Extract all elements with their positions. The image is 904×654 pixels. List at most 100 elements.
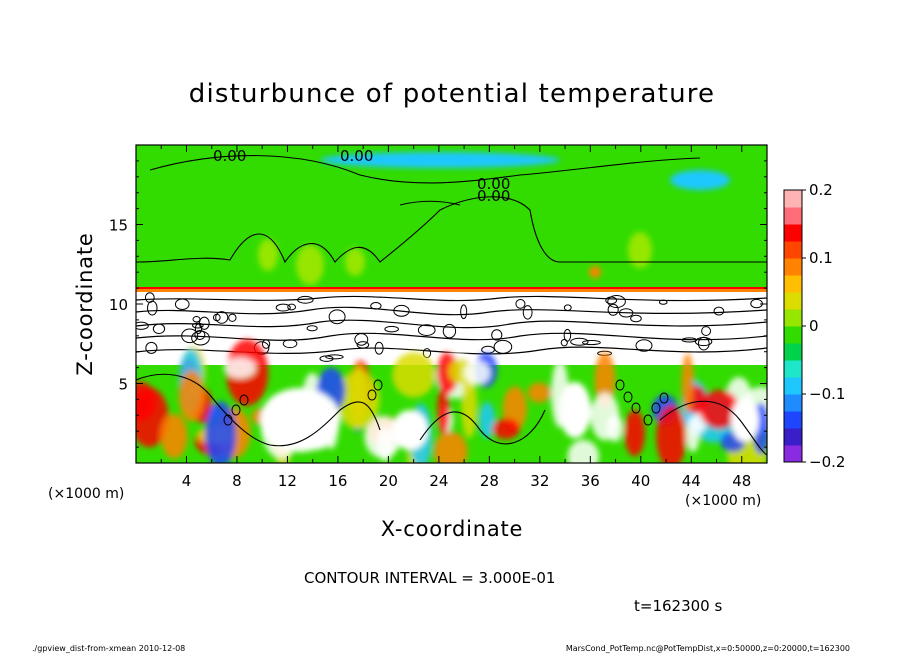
contour-ring xyxy=(239,394,249,406)
y-axis-title: Z-coordinate xyxy=(73,232,97,375)
contour-ring xyxy=(147,300,158,316)
field-patch xyxy=(567,439,600,463)
colorbar-swatch xyxy=(784,377,802,395)
upper-contours xyxy=(136,155,767,264)
field-patch xyxy=(437,386,450,435)
x-tick-label: 48 xyxy=(732,472,751,490)
contour-ring xyxy=(145,341,158,354)
field-patch xyxy=(559,382,591,438)
x-tick-label: 24 xyxy=(429,472,448,490)
colorbar-swatch xyxy=(784,241,802,259)
contour-ring xyxy=(194,329,206,340)
contour-ring xyxy=(658,299,668,305)
chart-title: disturbunce of potential temperature xyxy=(189,79,716,109)
contour-ring xyxy=(297,295,314,304)
field-patch xyxy=(178,370,205,422)
contour-line xyxy=(659,400,767,456)
band-stripe xyxy=(136,287,767,289)
contour-ring xyxy=(261,339,271,349)
tropopause-band xyxy=(136,287,767,292)
contour-ring xyxy=(144,292,155,303)
field-patch xyxy=(136,387,169,448)
field-patch xyxy=(590,392,620,441)
contour-ring xyxy=(460,304,468,320)
field-patch xyxy=(433,431,468,463)
contour-line xyxy=(419,409,546,445)
contour-ring xyxy=(635,339,653,352)
contour-ring xyxy=(282,339,298,349)
contour-ring xyxy=(560,338,568,347)
contour-ring xyxy=(582,340,601,346)
contour-label: 0.00 xyxy=(213,147,246,165)
contour-ring xyxy=(623,391,633,403)
colorbar-swatch xyxy=(784,207,802,225)
field-patch xyxy=(205,401,236,463)
field-patch xyxy=(731,398,759,442)
field-patch xyxy=(624,409,646,457)
contour-ring xyxy=(607,303,619,316)
contour-ring xyxy=(275,303,291,312)
lower-rings xyxy=(223,379,669,426)
contour-ring xyxy=(442,323,457,339)
colorbar-tick-label: 0.2 xyxy=(809,181,833,199)
contour-ring xyxy=(136,321,149,330)
x-axis-title: X-coordinate xyxy=(381,517,524,541)
field-patch xyxy=(223,357,256,379)
contour-ring xyxy=(493,339,513,354)
contour-ring xyxy=(152,323,166,335)
field-patch xyxy=(681,353,694,414)
colorbar-tick-label: 0.1 xyxy=(809,249,833,267)
field-patch xyxy=(656,405,687,463)
contour-ring xyxy=(174,298,190,311)
lower-contours xyxy=(136,373,767,456)
contour-ring xyxy=(515,298,526,309)
contour-ring xyxy=(607,295,626,309)
contour-line xyxy=(136,332,767,341)
contour-line xyxy=(399,200,461,206)
colorbar-swatch xyxy=(784,360,802,378)
contour-ring xyxy=(354,333,369,346)
field-patch xyxy=(160,413,188,459)
contour-label: 0.00 xyxy=(340,147,373,165)
colorbar-swatch xyxy=(784,190,802,208)
y-unit-label: (×1000 m) xyxy=(48,486,124,502)
colorbar: 0.2 0.1 0 −0.1 −0.2 xyxy=(783,181,845,471)
x-tick-label: 36 xyxy=(581,472,600,490)
field-patch xyxy=(527,382,552,403)
footer-right: MarsCond_PotTemp.nc@PotTempDist,x=0:5000… xyxy=(566,644,850,653)
contour-ring xyxy=(630,314,642,323)
upper-layer-patches xyxy=(258,152,730,285)
contour-labels: 0.00 0.00 0.00 0.00 xyxy=(213,147,510,205)
contour-label: 0.00 xyxy=(477,187,510,205)
y-axis: 5 10 15 xyxy=(109,160,767,448)
contour-ring xyxy=(374,341,384,355)
contour-line xyxy=(136,295,767,302)
colorbar-swatch xyxy=(784,326,802,344)
field-patch xyxy=(296,245,324,285)
field-patch xyxy=(392,410,428,450)
x-tick-label: 8 xyxy=(232,472,242,490)
colorbar-swatch xyxy=(784,445,802,463)
colorbar-swatch xyxy=(784,411,802,429)
colorbar-swatch xyxy=(784,292,802,310)
x-axis: 4 8 12 16 20 24 28 32 36 40 44 48 xyxy=(160,145,751,490)
x-tick-label: 20 xyxy=(379,472,398,490)
x-tick-label: 4 xyxy=(182,472,192,490)
contour-line xyxy=(136,373,381,447)
colorbar-swatch xyxy=(784,343,802,361)
contour-ring xyxy=(373,379,383,391)
x-unit-label: (×1000 m) xyxy=(685,493,761,509)
contour-ring xyxy=(194,323,203,334)
contour-ring xyxy=(701,326,712,336)
contour-ring xyxy=(631,402,641,414)
contour-ring xyxy=(306,325,318,332)
contour-ring xyxy=(223,414,233,426)
contour-ring xyxy=(570,337,589,346)
field-patch xyxy=(594,352,616,409)
colorbar-tick-label: 0 xyxy=(809,317,819,335)
field-patch xyxy=(260,388,340,452)
lower-layer-plumes xyxy=(136,339,767,463)
x-tick-label: 44 xyxy=(682,472,701,490)
contour-label: 0.00 xyxy=(477,175,510,193)
